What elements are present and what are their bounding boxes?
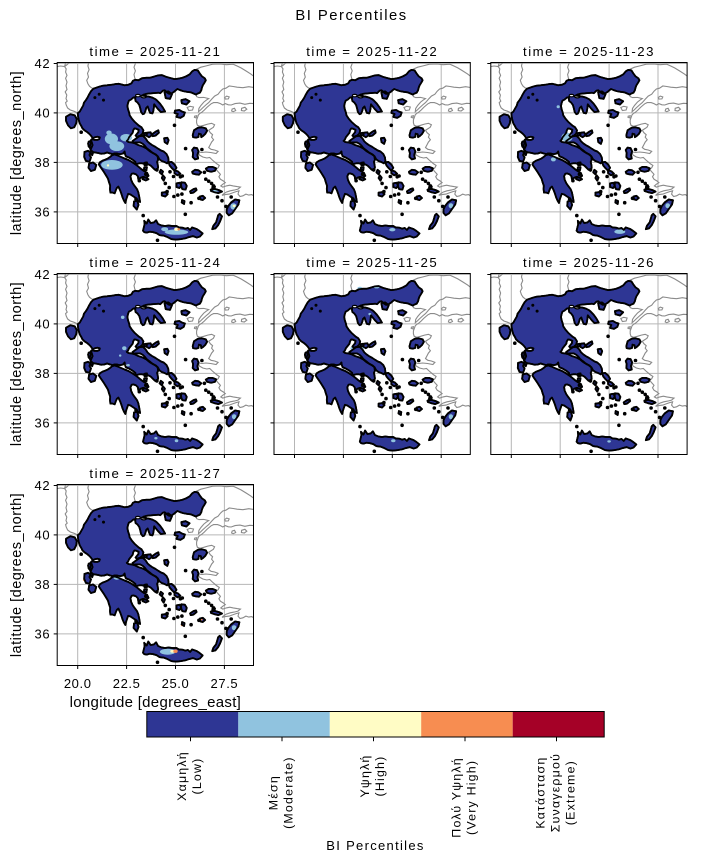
svg-text:Πολύ Υψηλή: Πολύ Υψηλή bbox=[450, 757, 464, 838]
svg-text:time = 2025-11-25: time = 2025-11-25 bbox=[306, 255, 438, 270]
svg-text:latitude [degrees_north]: latitude [degrees_north] bbox=[9, 71, 25, 235]
svg-text:(Low): (Low) bbox=[190, 758, 204, 795]
svg-text:(High): (High) bbox=[373, 756, 387, 797]
svg-text:38: 38 bbox=[35, 155, 51, 170]
svg-text:42: 42 bbox=[35, 478, 51, 493]
svg-text:38: 38 bbox=[35, 577, 51, 592]
svg-text:time = 2025-11-24: time = 2025-11-24 bbox=[89, 255, 221, 270]
svg-text:latitude [degrees_north]: latitude [degrees_north] bbox=[9, 493, 25, 657]
svg-text:36: 36 bbox=[35, 416, 51, 431]
svg-text:25.0: 25.0 bbox=[162, 676, 190, 691]
svg-text:time = 2025-11-27: time = 2025-11-27 bbox=[89, 466, 221, 481]
svg-text:36: 36 bbox=[35, 205, 51, 220]
svg-text:Συναγερμού: Συναγερμού bbox=[549, 753, 563, 832]
svg-text:42: 42 bbox=[35, 56, 51, 71]
svg-text:(Very High): (Very High) bbox=[465, 760, 479, 835]
svg-text:42: 42 bbox=[35, 267, 51, 282]
svg-text:BI Percentiles: BI Percentiles bbox=[295, 8, 407, 24]
svg-text:time = 2025-11-23: time = 2025-11-23 bbox=[523, 44, 655, 59]
svg-text:time = 2025-11-21: time = 2025-11-21 bbox=[89, 44, 221, 59]
svg-text:40: 40 bbox=[35, 106, 51, 121]
svg-text:Κατάσταση: Κατάσταση bbox=[534, 757, 548, 829]
svg-text:time = 2025-11-22: time = 2025-11-22 bbox=[306, 44, 438, 59]
svg-text:longitude [degrees_east]: longitude [degrees_east] bbox=[70, 694, 242, 711]
svg-text:BI Percentiles: BI Percentiles bbox=[326, 838, 424, 853]
svg-text:time = 2025-11-26: time = 2025-11-26 bbox=[523, 255, 655, 270]
svg-text:36: 36 bbox=[35, 627, 51, 642]
svg-text:40: 40 bbox=[35, 317, 51, 332]
svg-text:Χαμηλή: Χαμηλή bbox=[175, 751, 189, 801]
svg-text:40: 40 bbox=[35, 528, 51, 543]
svg-text:38: 38 bbox=[35, 366, 51, 381]
svg-text:(Extreme): (Extreme) bbox=[564, 760, 578, 825]
svg-text:Υψηλή: Υψηλή bbox=[358, 754, 372, 797]
svg-text:Μέση: Μέση bbox=[267, 775, 281, 810]
svg-text:27.5: 27.5 bbox=[211, 676, 239, 691]
svg-text:latitude [degrees_north]: latitude [degrees_north] bbox=[9, 282, 25, 446]
svg-text:20.0: 20.0 bbox=[64, 676, 92, 691]
svg-text:(Moderate): (Moderate) bbox=[282, 756, 296, 829]
svg-text:22.5: 22.5 bbox=[113, 676, 141, 691]
